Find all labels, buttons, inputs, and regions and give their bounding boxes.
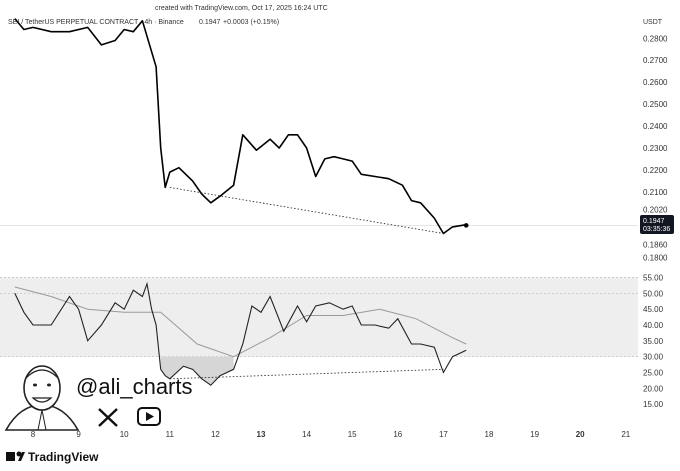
time-tick-label: 13 (257, 430, 266, 439)
rsi-axis: 55.00 50.00 45.00 40.00 35.00 30.00 25.00 20.00… (643, 274, 664, 410)
symbol-label: SEI / TetherUS PERPETUAL CONTRACT · 4h ·… (8, 19, 184, 26)
time-tick-label: 12 (211, 430, 220, 439)
last-price-badge-bg (640, 215, 674, 234)
price-panel (0, 18, 638, 235)
rsi-tick-label: 40.00 (643, 321, 664, 330)
price-tick-label: 0.2700 (643, 56, 668, 65)
tradingview-logo-text: TradingView (28, 450, 99, 464)
rsi-series-line (14, 281, 467, 386)
branding: @ali_charts TradingView (4, 365, 193, 464)
price-tick-label: 0.2020 (643, 205, 668, 214)
time-axis[interactable]: 8 9 10 11 12 13 14 15 16 17 18 19 20 21 (31, 430, 631, 439)
avatar-illustration (4, 365, 80, 431)
time-tick-label: 19 (530, 430, 539, 439)
price-tick-label: 0.2500 (643, 100, 668, 109)
last-price-point (463, 223, 469, 228)
time-tick-label: 9 (76, 430, 81, 439)
rsi-trendline (169, 368, 444, 380)
time-tick-label: 15 (348, 430, 357, 439)
rsi-tick-label: 25.00 (643, 369, 664, 378)
price-tick-label: 0.2300 (643, 144, 668, 153)
header-price: 0.1947 (199, 19, 221, 26)
rsi-oversold-fill (160, 356, 234, 386)
time-tick-label: 18 (485, 430, 494, 439)
x-logo-icon[interactable] (98, 408, 118, 427)
currency-label: USDT (643, 19, 663, 26)
price-tick-label: 0.1860 (643, 240, 668, 249)
price-tick-label: 0.2400 (643, 122, 668, 131)
price-series-line (14, 18, 467, 235)
price-axis: 0.2800 0.2700 0.2600 0.2500 0.2400 0.2300 0.22… (643, 34, 668, 262)
time-tick-label: 16 (393, 430, 402, 439)
price-tick-label: 0.2800 (643, 34, 668, 43)
rsi-panel (0, 277, 638, 386)
rsi-tick-label: 30.00 (643, 353, 664, 362)
price-tick-label: 0.1800 (643, 254, 668, 263)
price-tick-label: 0.2600 (643, 78, 668, 87)
rsi-tick-label: 15.00 (643, 400, 664, 409)
rsi-ma-line (14, 286, 467, 358)
time-tick-label: 8 (31, 430, 36, 439)
last-price-badge-countdown: 03:35:36 (643, 226, 670, 233)
header-change: +0.0003 (+0.15%) (223, 19, 279, 26)
last-price-badge-price: 0.1947 (643, 218, 665, 225)
time-tick-label: 10 (120, 430, 129, 439)
handle-label: @ali_charts (76, 374, 193, 399)
price-tick-label: 0.2100 (643, 188, 668, 197)
price-support-trendline (169, 186, 444, 234)
last-price-badge: 0.1947 03:35:36 (640, 215, 674, 234)
rsi-tick-label: 55.00 (643, 274, 664, 283)
price-tick-label: 0.2200 (643, 166, 668, 175)
time-tick-label: 11 (166, 430, 175, 439)
rsi-tick-label: 35.00 (643, 337, 664, 346)
time-tick-label: 21 (621, 430, 630, 439)
tradingview-logo-icon[interactable] (6, 451, 25, 462)
rsi-tick-label: 50.00 (643, 289, 664, 298)
rsi-tick-label: 45.00 (643, 305, 664, 314)
time-tick-label: 20 (576, 430, 585, 439)
rsi-band (0, 277, 638, 357)
created-with-label: created with TradingView.com, Oct 17, 20… (155, 5, 328, 12)
youtube-play-icon[interactable] (137, 407, 161, 426)
time-tick-label: 14 (302, 430, 311, 439)
rsi-tick-label: 20.00 (643, 384, 664, 393)
time-tick-label: 17 (439, 430, 448, 439)
